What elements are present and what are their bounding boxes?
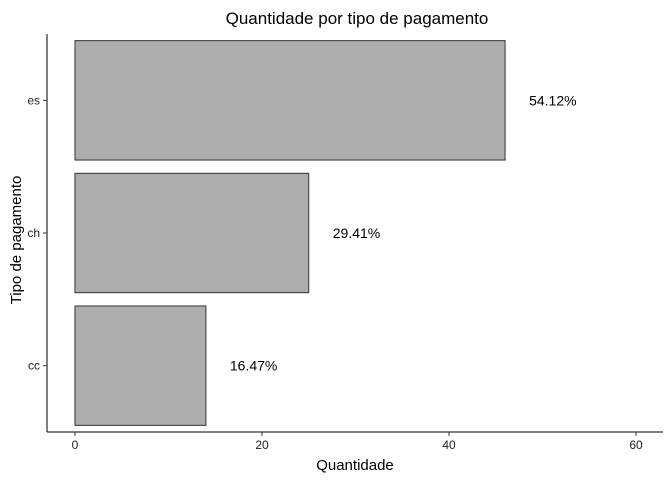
x-tick-label-0: 0	[72, 438, 79, 452]
x-axis-title: Quantidade	[316, 457, 394, 474]
ticks-layer: es ch cc 0 20 40 60	[27, 93, 643, 452]
x-tick-label-40: 40	[442, 438, 456, 452]
bar-es	[74, 40, 506, 161]
x-tick-label-60: 60	[629, 438, 643, 452]
y-tick-label-ch: ch	[27, 226, 40, 240]
data-label-cc: 16.47%	[230, 358, 277, 374]
data-label-es: 54.12%	[529, 92, 576, 108]
y-axis-title: Tipo de pagamento	[8, 176, 25, 305]
bars-layer: 54.12% 29.41% 16.47%	[74, 40, 577, 426]
x-tick-label-20: 20	[255, 438, 269, 452]
y-tick-label-es: es	[27, 93, 40, 107]
data-label-ch: 29.41%	[333, 225, 380, 241]
y-tick-label-cc: cc	[28, 359, 40, 373]
bar-cc	[74, 305, 207, 426]
chart-title: Quantidade por tipo de pagamento	[226, 9, 489, 28]
bar-ch	[74, 172, 310, 294]
